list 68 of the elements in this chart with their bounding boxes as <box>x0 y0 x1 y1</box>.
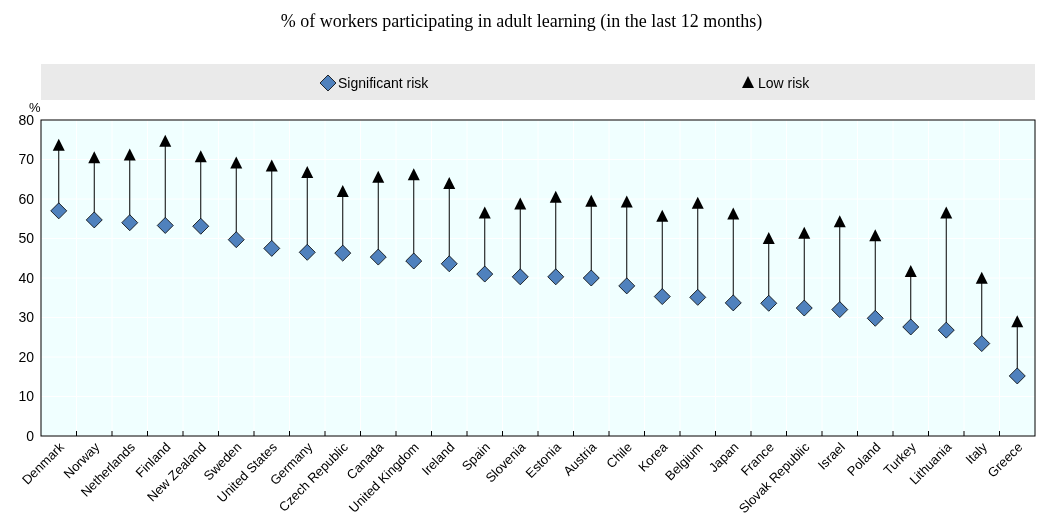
point <box>443 176 456 189</box>
point <box>514 197 527 210</box>
point <box>869 229 882 242</box>
y-tick-label: 20 <box>18 348 35 365</box>
point <box>511 268 529 286</box>
point <box>547 268 565 286</box>
point <box>123 148 136 161</box>
y-tick-label: 0 <box>26 427 35 444</box>
point <box>230 156 243 169</box>
point <box>88 151 101 164</box>
point <box>689 288 707 306</box>
point <box>85 211 103 229</box>
y-tick-label: 40 <box>18 269 35 286</box>
point <box>405 252 423 270</box>
point <box>336 184 349 197</box>
point <box>372 170 385 183</box>
point <box>265 159 278 172</box>
y-tick-label: 30 <box>18 309 35 326</box>
point <box>727 207 740 220</box>
point <box>937 321 955 339</box>
point <box>833 215 846 228</box>
point <box>798 226 811 239</box>
point <box>973 335 991 352</box>
point <box>585 194 598 207</box>
point <box>618 277 636 295</box>
point <box>904 265 917 278</box>
y-tick-label: 50 <box>18 230 35 247</box>
point <box>940 206 953 219</box>
point <box>478 206 491 219</box>
point <box>476 265 494 283</box>
point <box>549 190 562 203</box>
point <box>263 239 281 257</box>
point <box>620 195 633 208</box>
point <box>795 299 813 317</box>
x-tick-label: Italy <box>962 439 991 467</box>
point <box>653 288 671 305</box>
y-tick-label: 70 <box>18 151 35 168</box>
point <box>407 168 420 181</box>
point <box>369 248 387 266</box>
point <box>121 214 139 232</box>
point <box>975 271 988 284</box>
point <box>440 255 458 273</box>
point <box>1011 315 1024 328</box>
point <box>866 309 884 327</box>
point <box>227 231 245 249</box>
point <box>724 294 742 312</box>
point <box>50 202 68 220</box>
chart-title: % of workers participating in adult learning (in the last 12 months) <box>280 11 763 32</box>
point <box>192 217 210 235</box>
point <box>902 318 920 336</box>
point <box>760 294 778 312</box>
y-tick-label: 60 <box>18 190 35 207</box>
point <box>156 217 174 234</box>
point <box>831 301 849 318</box>
point <box>298 243 316 261</box>
point <box>194 150 207 163</box>
point <box>762 231 775 244</box>
point <box>301 165 314 178</box>
point <box>334 244 352 262</box>
point <box>159 134 172 147</box>
legend-label: Low risk <box>758 75 811 91</box>
point <box>691 196 704 209</box>
point <box>656 209 669 222</box>
point <box>1008 367 1026 385</box>
legend-label: Significant risk <box>338 75 430 91</box>
point <box>582 269 600 287</box>
y-tick-label: 10 <box>18 388 35 405</box>
point <box>52 138 65 151</box>
